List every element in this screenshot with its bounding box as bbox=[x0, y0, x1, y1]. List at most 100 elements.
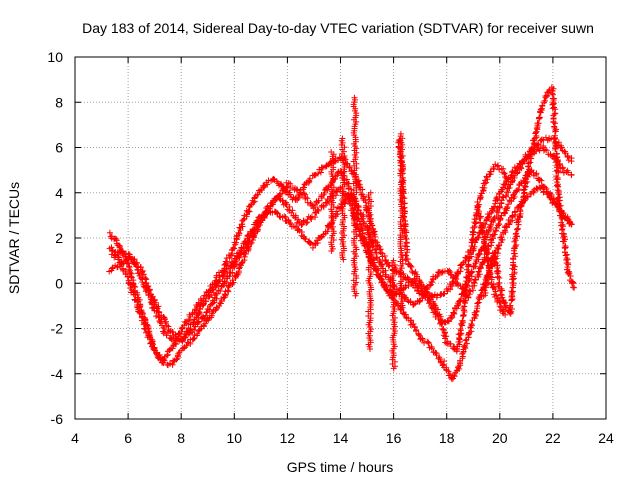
data-point bbox=[481, 229, 488, 236]
data-point bbox=[511, 209, 518, 216]
data-point bbox=[397, 306, 404, 313]
data-point bbox=[133, 304, 140, 311]
data-point bbox=[510, 173, 517, 180]
data-point bbox=[495, 242, 502, 249]
x-tick-label: 22 bbox=[545, 430, 561, 446]
data-point bbox=[410, 320, 417, 327]
data-point bbox=[479, 230, 486, 237]
chart-title: Day 183 of 2014, Sidereal Day-to-day VTE… bbox=[82, 20, 594, 36]
data-point bbox=[280, 184, 287, 191]
data-point bbox=[120, 260, 127, 267]
x-tick-label: 6 bbox=[124, 430, 132, 446]
data-point bbox=[471, 280, 478, 287]
data-point bbox=[351, 195, 358, 202]
data-point bbox=[554, 187, 561, 194]
data-point bbox=[222, 258, 229, 265]
data-point bbox=[472, 260, 479, 267]
data-point bbox=[203, 309, 210, 316]
data-point bbox=[307, 199, 314, 206]
data-point bbox=[558, 144, 565, 151]
data-point bbox=[282, 200, 289, 207]
data-point bbox=[514, 187, 521, 194]
data-point bbox=[497, 299, 504, 306]
data-point bbox=[564, 154, 571, 161]
data-point bbox=[195, 318, 202, 325]
data-point bbox=[224, 287, 231, 294]
data-point bbox=[491, 203, 498, 210]
data-point bbox=[496, 221, 503, 228]
data-point bbox=[240, 216, 247, 223]
data-point bbox=[475, 268, 482, 275]
data-point bbox=[553, 182, 560, 189]
data-point bbox=[533, 171, 540, 178]
data-point bbox=[238, 260, 245, 267]
data-point bbox=[164, 352, 171, 359]
data-point bbox=[497, 215, 504, 222]
data-point bbox=[458, 320, 465, 327]
data-point bbox=[511, 250, 518, 257]
data-point bbox=[485, 213, 492, 220]
data-point bbox=[463, 266, 470, 273]
data-point bbox=[366, 345, 373, 352]
data-point bbox=[276, 192, 283, 199]
data-point bbox=[377, 275, 384, 282]
data-point bbox=[444, 338, 451, 345]
data-point bbox=[172, 340, 179, 347]
spike-1 bbox=[350, 94, 360, 299]
data-point bbox=[496, 203, 503, 210]
data-point bbox=[404, 296, 411, 303]
data-point bbox=[130, 291, 137, 298]
data-point bbox=[298, 222, 305, 229]
data-point bbox=[116, 244, 123, 251]
data-point bbox=[419, 295, 426, 302]
data-point bbox=[221, 278, 228, 285]
spike-4 bbox=[365, 189, 375, 352]
data-point bbox=[474, 198, 481, 205]
data-point bbox=[454, 302, 461, 309]
data-point bbox=[543, 185, 550, 192]
data-point bbox=[537, 106, 544, 113]
data-point bbox=[217, 277, 224, 284]
data-point bbox=[535, 120, 542, 127]
data-point bbox=[476, 265, 483, 272]
data-point bbox=[287, 191, 294, 198]
data-point bbox=[286, 219, 293, 226]
data-point bbox=[360, 218, 367, 225]
data-point bbox=[119, 248, 126, 255]
data-point bbox=[201, 323, 208, 330]
data-point bbox=[148, 339, 155, 346]
data-point bbox=[295, 216, 302, 223]
data-point bbox=[345, 197, 352, 204]
data-point bbox=[158, 318, 165, 325]
data-point bbox=[317, 169, 324, 176]
data-point bbox=[464, 269, 471, 276]
data-point bbox=[504, 204, 511, 211]
data-point bbox=[518, 165, 525, 172]
y-tick-label: 10 bbox=[47, 49, 63, 65]
data-point bbox=[334, 211, 341, 218]
data-point bbox=[400, 285, 407, 292]
data-point bbox=[514, 225, 521, 232]
data-point bbox=[487, 223, 494, 230]
data-point bbox=[420, 292, 427, 299]
data-point bbox=[475, 273, 482, 280]
data-point bbox=[255, 223, 262, 230]
data-point bbox=[503, 175, 510, 182]
data-point bbox=[269, 201, 276, 208]
data-point bbox=[511, 266, 518, 273]
data-point bbox=[502, 192, 509, 199]
data-point bbox=[472, 276, 479, 283]
data-point bbox=[300, 217, 307, 224]
x-tick-label: 8 bbox=[177, 430, 185, 446]
data-point bbox=[549, 200, 556, 207]
data-point bbox=[482, 289, 489, 296]
data-point bbox=[355, 183, 362, 190]
data-point bbox=[559, 164, 566, 171]
data-point bbox=[382, 271, 389, 278]
data-point bbox=[325, 198, 332, 205]
data-point bbox=[161, 325, 168, 332]
data-point bbox=[456, 365, 463, 372]
data-point bbox=[109, 265, 116, 272]
